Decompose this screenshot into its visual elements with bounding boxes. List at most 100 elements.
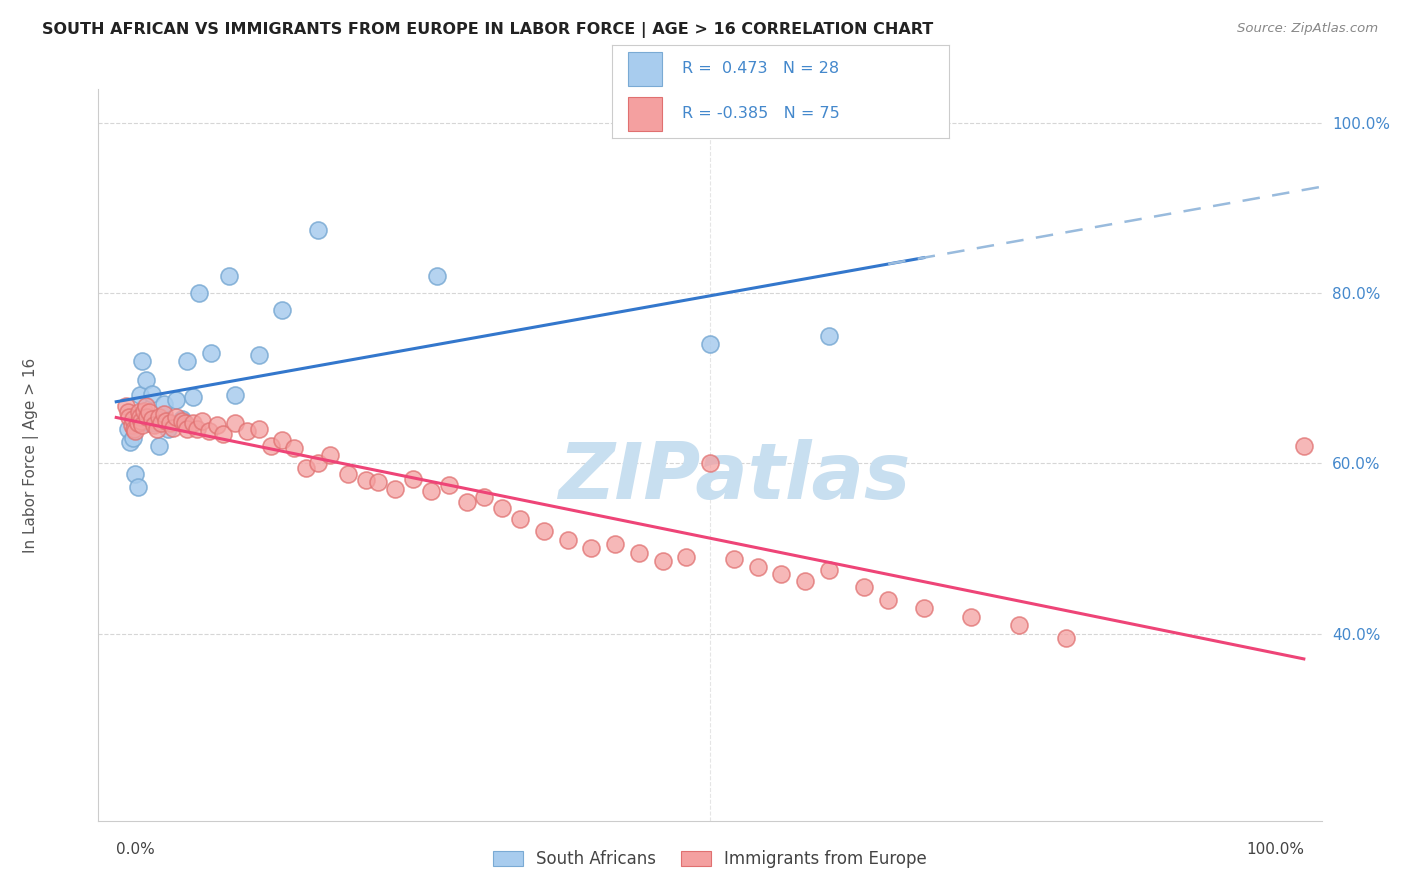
Point bbox=[148, 409, 170, 424]
Point bbox=[675, 549, 697, 564]
Point bbox=[271, 303, 294, 318]
Point bbox=[117, 422, 139, 436]
Text: SOUTH AFRICAN VS IMMIGRANTS FROM EUROPE IN LABOR FORCE | AGE > 16 CORRELATION CH: SOUTH AFRICAN VS IMMIGRANTS FROM EUROPE … bbox=[42, 22, 934, 38]
Point bbox=[557, 533, 579, 547]
Point bbox=[1054, 631, 1077, 645]
Point bbox=[437, 477, 460, 491]
Point bbox=[165, 409, 187, 424]
Point bbox=[723, 551, 745, 566]
Point bbox=[145, 422, 167, 436]
Point bbox=[533, 524, 555, 539]
Text: 100.0%: 100.0% bbox=[1246, 842, 1303, 857]
Point bbox=[770, 566, 793, 581]
Point bbox=[148, 439, 170, 453]
Point bbox=[283, 441, 305, 455]
Point bbox=[366, 475, 388, 490]
Text: ZIPatlas: ZIPatlas bbox=[558, 439, 911, 515]
Point bbox=[817, 329, 839, 343]
Point bbox=[174, 416, 197, 430]
Point bbox=[247, 422, 270, 436]
Point bbox=[157, 422, 180, 436]
Point bbox=[259, 439, 281, 453]
Point bbox=[271, 433, 294, 447]
Point bbox=[627, 546, 650, 560]
Point bbox=[224, 416, 246, 430]
Point bbox=[176, 354, 198, 368]
Point bbox=[960, 609, 983, 624]
Point bbox=[420, 483, 443, 498]
Point bbox=[114, 399, 136, 413]
Point bbox=[474, 491, 496, 505]
Point bbox=[136, 409, 159, 424]
Point bbox=[853, 580, 876, 594]
Point bbox=[152, 407, 174, 421]
Point bbox=[200, 346, 222, 360]
Point bbox=[603, 537, 626, 551]
Point bbox=[162, 420, 184, 434]
Point bbox=[1292, 439, 1315, 453]
Point bbox=[170, 414, 193, 428]
Point bbox=[205, 418, 228, 433]
Point bbox=[121, 412, 143, 426]
Point bbox=[877, 592, 900, 607]
Point bbox=[141, 412, 163, 426]
Point bbox=[121, 431, 143, 445]
Point bbox=[183, 416, 205, 430]
Text: 0.0%: 0.0% bbox=[117, 842, 155, 857]
Point bbox=[319, 448, 342, 462]
Point bbox=[135, 373, 157, 387]
Point bbox=[426, 269, 449, 284]
Point bbox=[129, 388, 152, 402]
Point bbox=[295, 460, 318, 475]
Point bbox=[307, 222, 329, 236]
Point bbox=[117, 405, 139, 419]
Point bbox=[152, 397, 174, 411]
Point bbox=[131, 418, 153, 433]
Point bbox=[581, 541, 603, 556]
Point bbox=[747, 560, 769, 574]
Point bbox=[127, 416, 149, 430]
Point bbox=[121, 418, 143, 433]
Point bbox=[122, 422, 145, 436]
Point bbox=[141, 386, 163, 401]
Point bbox=[491, 500, 513, 515]
Point bbox=[699, 457, 721, 471]
Point bbox=[124, 467, 146, 481]
Point bbox=[170, 412, 193, 426]
Point bbox=[456, 494, 478, 508]
Bar bbox=[628, 52, 662, 86]
Point bbox=[176, 422, 198, 436]
Point bbox=[247, 347, 270, 361]
Point bbox=[1008, 618, 1031, 632]
Bar bbox=[628, 97, 662, 131]
Point bbox=[402, 472, 425, 486]
Point bbox=[118, 409, 141, 424]
Point bbox=[131, 354, 153, 368]
Point bbox=[135, 399, 157, 413]
Point bbox=[143, 418, 166, 433]
Point bbox=[186, 422, 208, 436]
Point bbox=[212, 426, 235, 441]
Text: R =  0.473   N = 28: R = 0.473 N = 28 bbox=[682, 61, 839, 76]
Point bbox=[138, 405, 160, 419]
Point bbox=[236, 424, 259, 438]
Point bbox=[145, 416, 167, 430]
Text: Source: ZipAtlas.com: Source: ZipAtlas.com bbox=[1237, 22, 1378, 36]
Point bbox=[912, 601, 935, 615]
Point bbox=[138, 416, 160, 430]
Point bbox=[129, 409, 152, 424]
Text: In Labor Force | Age > 16: In Labor Force | Age > 16 bbox=[22, 358, 39, 552]
Point bbox=[509, 512, 531, 526]
Point bbox=[155, 414, 177, 428]
Point bbox=[128, 405, 150, 419]
Point bbox=[150, 416, 173, 430]
Point bbox=[132, 403, 155, 417]
Point bbox=[817, 563, 839, 577]
Point bbox=[224, 388, 246, 402]
Point bbox=[794, 574, 817, 588]
Point bbox=[120, 435, 142, 450]
Point bbox=[307, 457, 329, 471]
Point bbox=[188, 286, 211, 301]
Point bbox=[159, 416, 181, 430]
Point bbox=[124, 424, 146, 438]
